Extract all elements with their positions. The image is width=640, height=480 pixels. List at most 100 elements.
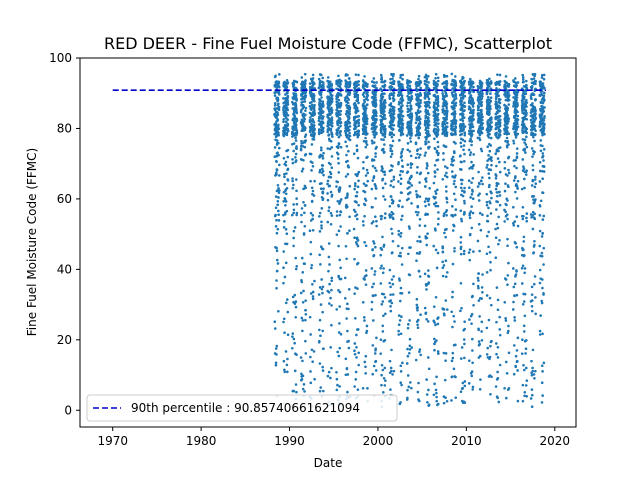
scatter-point [292,244,295,248]
scatter-point [372,254,375,258]
scatter-point [278,189,281,192]
scatter-point [300,139,303,143]
scatter-point [295,211,299,215]
scatter-point [295,145,298,148]
scatter-point [467,80,471,84]
scatter-point [366,387,369,390]
scatter-point [383,173,387,176]
scatter-point [514,136,518,139]
scatter-point [507,85,510,88]
scatter-point [308,105,312,108]
scatter-point [479,101,483,104]
scatter-point [275,279,278,282]
scatter-point [453,120,457,124]
scatter-point [322,151,325,155]
scatter-point [453,83,456,86]
scatter-point [419,93,422,96]
scatter-point [441,274,445,278]
scatter-point [512,223,516,227]
scatter-point [507,95,510,98]
x-tick-label: 2000 [363,434,394,448]
scatter-point [295,189,298,193]
scatter-point [374,186,378,190]
scatter-point [338,258,342,262]
scatter-point [321,198,325,201]
scatter-point [295,202,299,206]
scatter-point [292,81,296,84]
scatter-point [383,296,387,299]
legend: 90th percentile : 90.85740661621094 [86,394,398,422]
scatter-point [347,90,350,94]
scatter-point [503,160,507,164]
scatter-point [300,169,304,173]
scatter-point [506,141,509,144]
scatter-point [512,139,515,143]
scatter-point [437,352,440,355]
scatter-point [539,101,543,105]
scatter-point [284,203,287,207]
scatter-point [468,153,472,157]
scatter-point [418,172,422,176]
scatter-point [504,182,507,185]
scatter-point [302,232,306,235]
scatter-point [417,74,421,78]
scatter-point [295,80,299,84]
scatter-point [407,273,411,276]
scatter-point [436,168,439,171]
scatter-point [344,79,347,82]
scatter-point [354,370,358,374]
scatter-point [273,132,276,136]
scatter-point [451,107,455,110]
scatter-point [521,97,525,100]
scatter-point [463,133,467,137]
scatter-point [308,130,312,134]
scatter-point [346,92,350,96]
scatter-point [515,103,519,107]
scatter-point [467,382,471,385]
scatter-point [522,165,525,168]
scatter-point [372,97,375,100]
scatter-point [274,225,278,228]
scatter-point [282,108,285,111]
scatter-point [330,155,334,158]
scatter-point [452,182,456,186]
scatter-point [353,342,357,345]
scatter-point [364,141,368,144]
scatter-point [303,135,307,138]
scatter-point [338,346,342,350]
scatter-point [389,309,393,313]
scatter-point [521,109,524,113]
scatter-point [338,290,342,294]
scatter-point [380,248,384,251]
scatter-point [496,396,499,400]
scatter-point [383,338,387,342]
scatter-point [389,369,393,373]
scatter-point [353,352,357,356]
scatter-point [302,200,305,204]
scatter-point [533,127,537,131]
scatter-point [337,331,341,334]
scatter-point [418,275,422,278]
scatter-point [391,212,395,216]
scatter-point [530,184,534,187]
scatter-point [363,100,367,104]
scatter-point [392,217,395,221]
scatter-point [494,227,497,231]
scatter-point [538,80,542,84]
scatter-point [326,95,329,98]
scatter-point [476,284,480,288]
scatter-point [522,364,525,367]
scatter-point [542,263,545,266]
scatter-point [353,123,356,127]
scatter-point [399,73,403,77]
scatter-point [437,122,440,125]
scatter-point [383,79,387,83]
scatter-point [286,168,289,172]
scatter-point [515,197,519,200]
scatter-point [513,319,517,322]
scatter-point [388,300,391,303]
scatter-point [503,167,507,170]
scatter-point [347,149,350,153]
scatter-point [339,210,342,213]
scatter-point [313,377,316,381]
